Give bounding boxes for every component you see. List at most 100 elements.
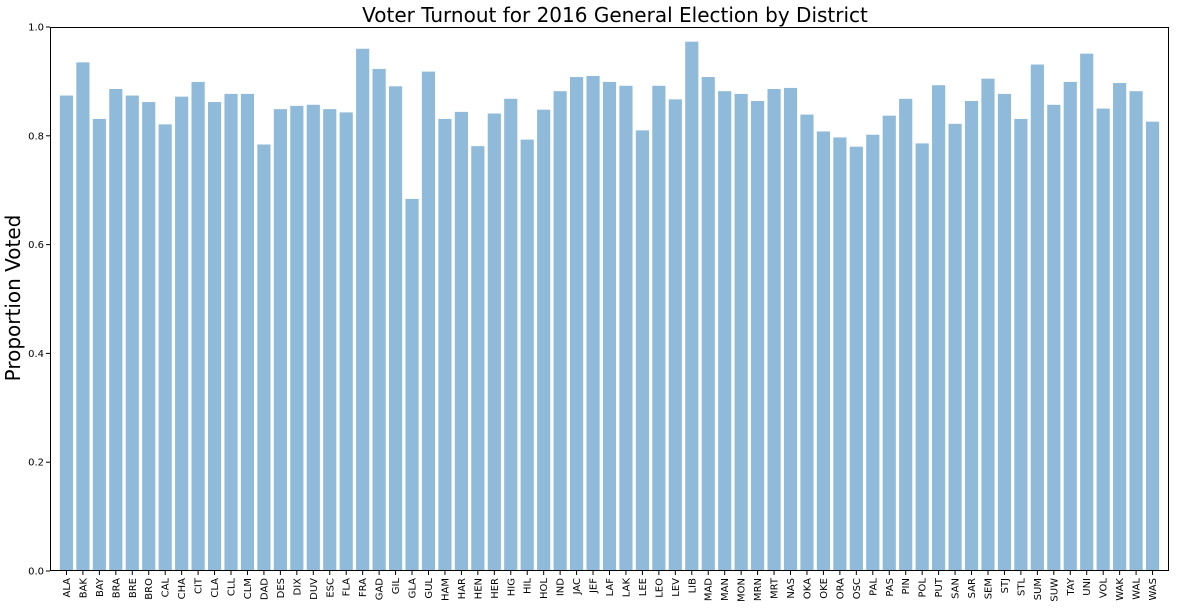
bar-vol xyxy=(1096,108,1110,571)
bar-nas xyxy=(783,87,798,571)
bar-bak xyxy=(76,62,90,572)
bar-ind xyxy=(553,91,567,571)
bar-cha xyxy=(175,96,189,571)
x-tick-label: OKE xyxy=(819,578,830,599)
x-tick-label: OSC xyxy=(852,578,863,599)
x-tick-label: ESC xyxy=(325,578,336,598)
x-tick-label: PIN xyxy=(901,578,912,594)
x-tick-label: DAD xyxy=(259,578,270,600)
bar-lib xyxy=(685,41,699,572)
x-tick-label: LEE xyxy=(638,578,649,596)
x-tick-label: LAK xyxy=(621,578,632,598)
bar-ora xyxy=(833,137,847,571)
x-tick-label: PUT xyxy=(934,577,945,597)
bar-fra xyxy=(356,48,370,571)
x-tick-label: ALA xyxy=(62,578,73,598)
y-tick-label: 0.8 xyxy=(28,131,44,142)
bar-hil xyxy=(520,139,534,571)
x-tick-label: OKA xyxy=(802,578,813,599)
x-tick-label: CAL xyxy=(161,578,172,598)
bar-man xyxy=(718,91,732,571)
x-tick-label: HOL xyxy=(539,578,550,599)
bar-sum xyxy=(1030,64,1044,571)
x-tick-label: HIG xyxy=(506,578,517,596)
x-tick-label: ORA xyxy=(835,578,846,599)
bar-bro xyxy=(142,102,156,572)
bar-mrt xyxy=(767,89,781,572)
bar-mad xyxy=(701,77,715,571)
x-tick-label: FLA xyxy=(342,578,353,597)
bar-har xyxy=(454,111,468,571)
x-tick-label: SUM xyxy=(1033,578,1044,600)
bar-mon xyxy=(734,93,748,572)
x-tick-label: GLA xyxy=(408,578,419,599)
bar-cit xyxy=(191,81,205,571)
x-tick-label: GUL xyxy=(424,578,435,599)
bar-esc xyxy=(323,109,337,572)
bar-pin xyxy=(899,98,913,572)
bar-gul xyxy=(421,71,436,571)
bar-suw xyxy=(1047,104,1061,572)
bar-uni xyxy=(1080,53,1094,571)
bar-san xyxy=(948,123,962,571)
bar-lev xyxy=(668,99,682,572)
bar-put xyxy=(932,85,946,571)
x-tick-label: SAR xyxy=(967,578,978,598)
bar-oke xyxy=(816,131,831,571)
bar-hol xyxy=(537,109,551,572)
x-tick-label: LIB xyxy=(687,578,698,594)
bar-ala xyxy=(59,95,74,571)
bar-pal xyxy=(866,134,880,571)
bar-was xyxy=(1145,121,1160,571)
x-tick-label: FRA xyxy=(358,578,369,597)
x-tick-label: HIL xyxy=(523,578,534,594)
bar-laf xyxy=(602,81,617,571)
x-tick-label: CHA xyxy=(177,578,188,600)
x-tick-label: CIT xyxy=(194,577,205,594)
x-tick-label: HER xyxy=(490,578,501,599)
x-tick-label: SAN xyxy=(951,578,962,599)
bar-jac xyxy=(570,77,584,571)
y-axis-label: Proportion Voted xyxy=(1,215,25,382)
bar-fla xyxy=(339,112,353,572)
x-tick-label: TAY xyxy=(1066,577,1077,596)
x-tick-label: PAL xyxy=(868,578,879,596)
x-tick-label: SEM xyxy=(983,578,994,599)
x-tick-label: MAD xyxy=(704,578,715,601)
x-tick-label: MRT xyxy=(770,577,781,599)
x-tick-label: LEV xyxy=(671,578,682,597)
x-tick-label: VOL xyxy=(1099,578,1110,599)
bar-hen xyxy=(471,146,485,572)
x-tick-label: CLM xyxy=(243,578,254,599)
bar-clm xyxy=(240,93,255,572)
bar-oka xyxy=(800,114,814,572)
x-tick-label: NAS xyxy=(786,578,797,599)
y-tick-label: 0.4 xyxy=(28,349,44,360)
bar-hig xyxy=(504,98,518,572)
x-tick-label: DIX xyxy=(292,578,303,596)
x-tick-label: WAL xyxy=(1132,578,1143,600)
bar-wak xyxy=(1113,83,1127,572)
bar-leo xyxy=(652,85,666,571)
bar-dad xyxy=(257,144,271,571)
y-tick-label: 0.2 xyxy=(28,458,44,469)
bar-tay xyxy=(1063,81,1077,571)
bar-cll xyxy=(224,93,238,572)
x-tick-label: PAS xyxy=(885,578,896,597)
y-axis-ticks: 0.0 0.2 0.4 0.6 0.8 1.0 xyxy=(28,23,50,578)
x-tick-label: LEO xyxy=(654,578,665,598)
x-tick-label: BRA xyxy=(111,578,122,598)
x-tick-label: WAK xyxy=(1115,578,1126,601)
bar-mrn xyxy=(751,100,765,571)
bar-pol xyxy=(915,143,929,571)
bar-bay xyxy=(92,118,106,571)
x-tick-label: WAS xyxy=(1148,578,1159,601)
x-tick-label: STL xyxy=(1016,578,1027,596)
y-tick-label: 0.6 xyxy=(28,240,44,251)
bar-lee xyxy=(635,130,649,572)
chart-title: Voter Turnout for 2016 General Election … xyxy=(362,3,868,27)
x-tick-label: JEF xyxy=(589,578,600,594)
bar-sem xyxy=(981,78,995,572)
